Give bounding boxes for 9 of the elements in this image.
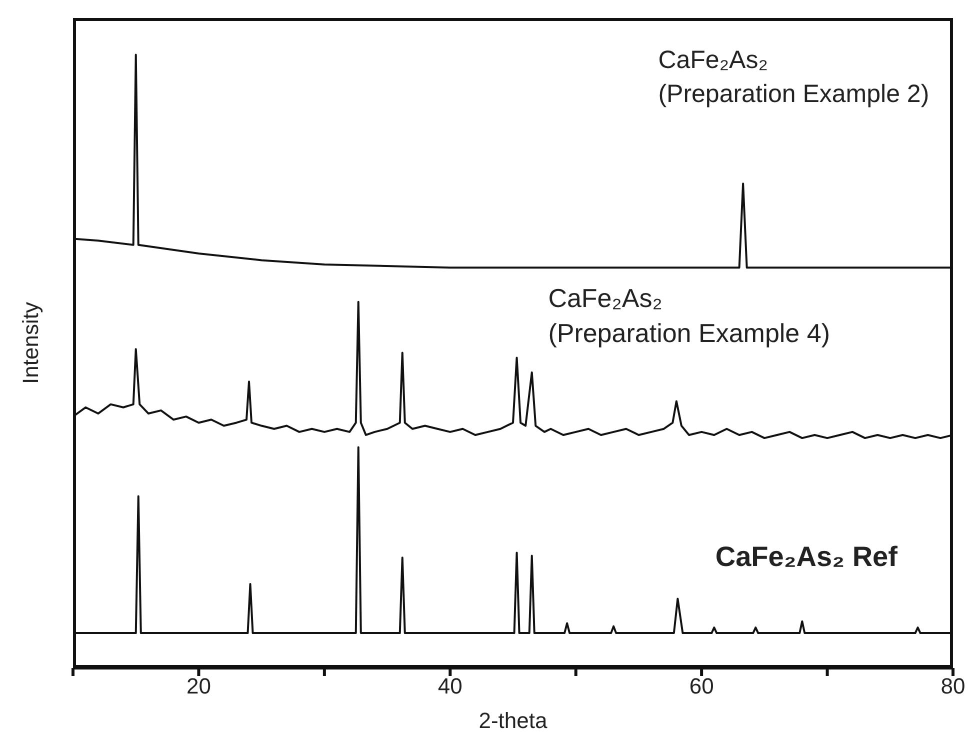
- annotation: CaFe₂As₂ (Preparation Example 4): [548, 282, 830, 350]
- annotation: CaFe₂As₂ (Preparation Example 2): [658, 45, 930, 110]
- x-axis-title: 2-theta: [478, 708, 548, 733]
- x-tick-label: 60: [689, 674, 714, 699]
- annotation: CaFe₂As₂ Ref: [715, 540, 898, 574]
- x-tick-label: 40: [438, 674, 462, 699]
- x-tick-label: 80: [940, 674, 966, 699]
- y-axis-title: Intensity: [18, 302, 44, 384]
- x-tick-label: 20: [186, 674, 211, 699]
